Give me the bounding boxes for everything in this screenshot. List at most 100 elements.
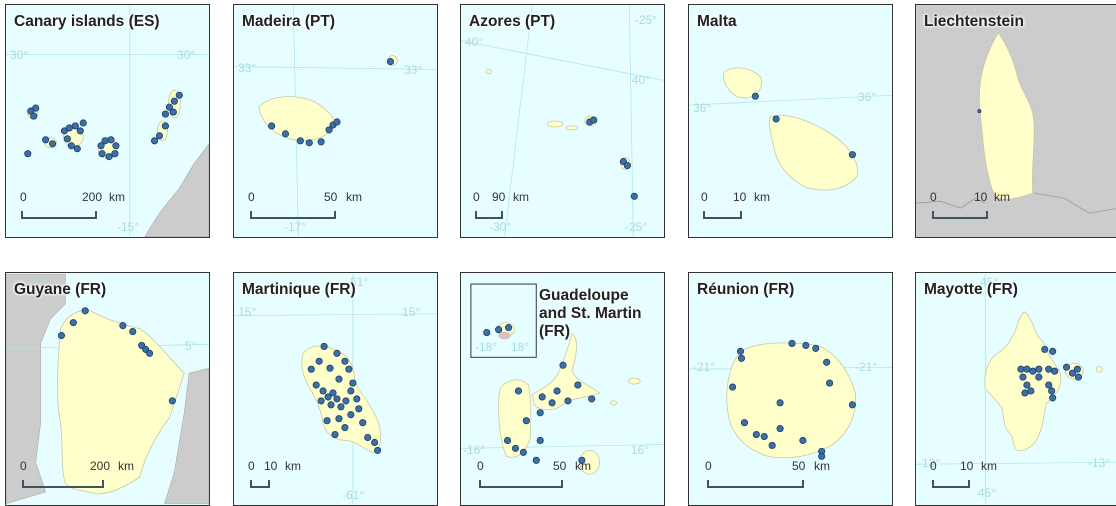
graticule-label: -21° [693,360,716,374]
scalebar-label-right: 50 [792,459,806,473]
map-panel-malta: Malta 36° 36° 0 10 km [688,4,893,238]
panel-title: Canary islands (ES) [14,13,160,30]
scalebar [703,211,742,219]
azores-points [586,116,638,200]
canary-points [24,91,183,161]
panel-title: Réunion (FR) [697,281,795,298]
canary-islands-land [27,89,181,160]
panel-title: Azores (PT) [469,13,556,30]
scalebar-unit: km [513,190,529,204]
map-panel-mayotte: Mayotte (FR) -13° -13° 45° 45° 0 10 km [915,272,1116,506]
scalebar-label-left: 0 [477,459,484,473]
graticule-label: -25° [625,220,648,234]
scalebar [250,480,270,488]
graticule-label: 45° [978,486,997,500]
panel-title: Guadeloupe and St. Martin (FR) [539,287,642,340]
reunion-points [729,339,856,460]
map-mayotte [916,274,1116,504]
scalebar-label-right: 200 [90,459,111,473]
map-guadeloupe [461,283,664,475]
graticule-label: -61° [342,488,365,502]
graticule-label: -18° [475,340,498,354]
graticule-label: 40° [465,35,484,49]
guadeloupe-points [483,324,596,464]
guyane-points [57,307,176,405]
map-panel-guyane: Guyane (FR) 5° -55° 0 200 km [5,272,210,506]
map-canary-islands [6,5,209,237]
map-martinique [234,274,437,504]
panel-title: Malta [697,13,737,30]
map-madeira [234,5,437,237]
scalebar-unit: km [814,459,830,473]
graticule-label: 36° [693,101,712,115]
scalebar-label-left: 0 [248,459,255,473]
scalebar-label-right: 50 [324,190,338,204]
scalebar-label-left: 0 [930,190,937,204]
scalebar-unit: km [285,459,301,473]
scalebar [707,480,804,488]
scalebar-label-right: 10 [264,459,278,473]
graticule-label: -13° [918,456,941,470]
graticule-label: 15° [238,305,257,319]
scalebar [932,211,988,219]
scalebar-unit: km [994,190,1010,204]
graticule-label: 30° [177,48,196,62]
scalebar-label-left: 0 [20,459,27,473]
scalebar-unit: km [346,190,362,204]
graticule-label: -55° [24,275,47,289]
azores-land [485,69,638,199]
graticule-label: -25° [635,13,658,27]
graticule-label: 33° [238,61,257,75]
scalebar-unit: km [981,459,997,473]
map-panel-reunion: Réunion (FR) -21° -21° 0 50 km [688,272,893,506]
map-panel-azores: Azores (PT) 40° 40° -25° -25° -30° 0 90 … [460,4,665,238]
map-panel-guadeloupe: Guadeloupe and St. Martin (FR) -18° 18° … [460,272,665,506]
graticule-label: 18° [511,340,530,354]
graticule-label: 40° [632,73,651,87]
map-liechtenstein [916,5,1116,237]
panel-title: Martinique (FR) [242,281,356,298]
scalebar [479,480,563,488]
map-azores [461,5,664,237]
panel-title: Liechtenstein [924,13,1024,30]
scalebar-label-left: 0 [930,459,937,473]
scalebar [475,211,503,219]
mayotte-points [1017,345,1082,402]
panel-title: Madeira (PT) [242,13,336,30]
scalebar [21,211,97,219]
scalebar-label-right: 200 [82,190,103,204]
graticule-label: -61° [346,275,369,289]
scalebar-label-right: 10 [733,190,747,204]
panel-title: Guyane (FR) [14,281,107,298]
scalebar-label-right: 10 [974,190,988,204]
graticule-label: 30° [10,48,29,62]
graticule-label: 15° [402,305,421,319]
graticule-label: 45° [980,275,999,289]
martinique-points [307,342,382,454]
scalebar-unit: km [575,459,591,473]
scalebar-label-left: 0 [705,459,712,473]
scalebar-label-right: 90 [492,190,506,204]
scalebar [932,480,970,488]
panel-title: Mayotte (FR) [924,281,1018,298]
scalebar-label-left: 0 [20,190,27,204]
map-panel-canary-islands: Canary islands (ES) 30° 30° -15° 0 200 k… [5,4,210,238]
scalebar-label-left: 0 [701,190,708,204]
madeira-points [268,58,395,147]
map-reunion [689,339,892,460]
scalebar-unit: km [109,190,125,204]
scalebar-label-right: 10 [960,459,974,473]
scalebar-unit: km [118,459,134,473]
map-panel-madeira: Madeira (PT) 33° 33° -17° 0 50 km [233,4,438,238]
graticule-label: -17° [284,220,307,234]
scalebar-label-left: 0 [248,190,255,204]
scalebar [250,211,336,219]
graticule-label: -16° [463,443,486,457]
map-guyane [6,273,209,505]
map-panel-martinique: Martinique (FR) 15° 15° -61° -61° 0 10 k… [233,272,438,506]
graticule-label: -30° [489,220,512,234]
graticule-label: 16° [631,443,650,457]
scalebar-label-left: 0 [473,190,480,204]
map-malta [689,67,892,191]
graticule-label: -21° [855,360,878,374]
